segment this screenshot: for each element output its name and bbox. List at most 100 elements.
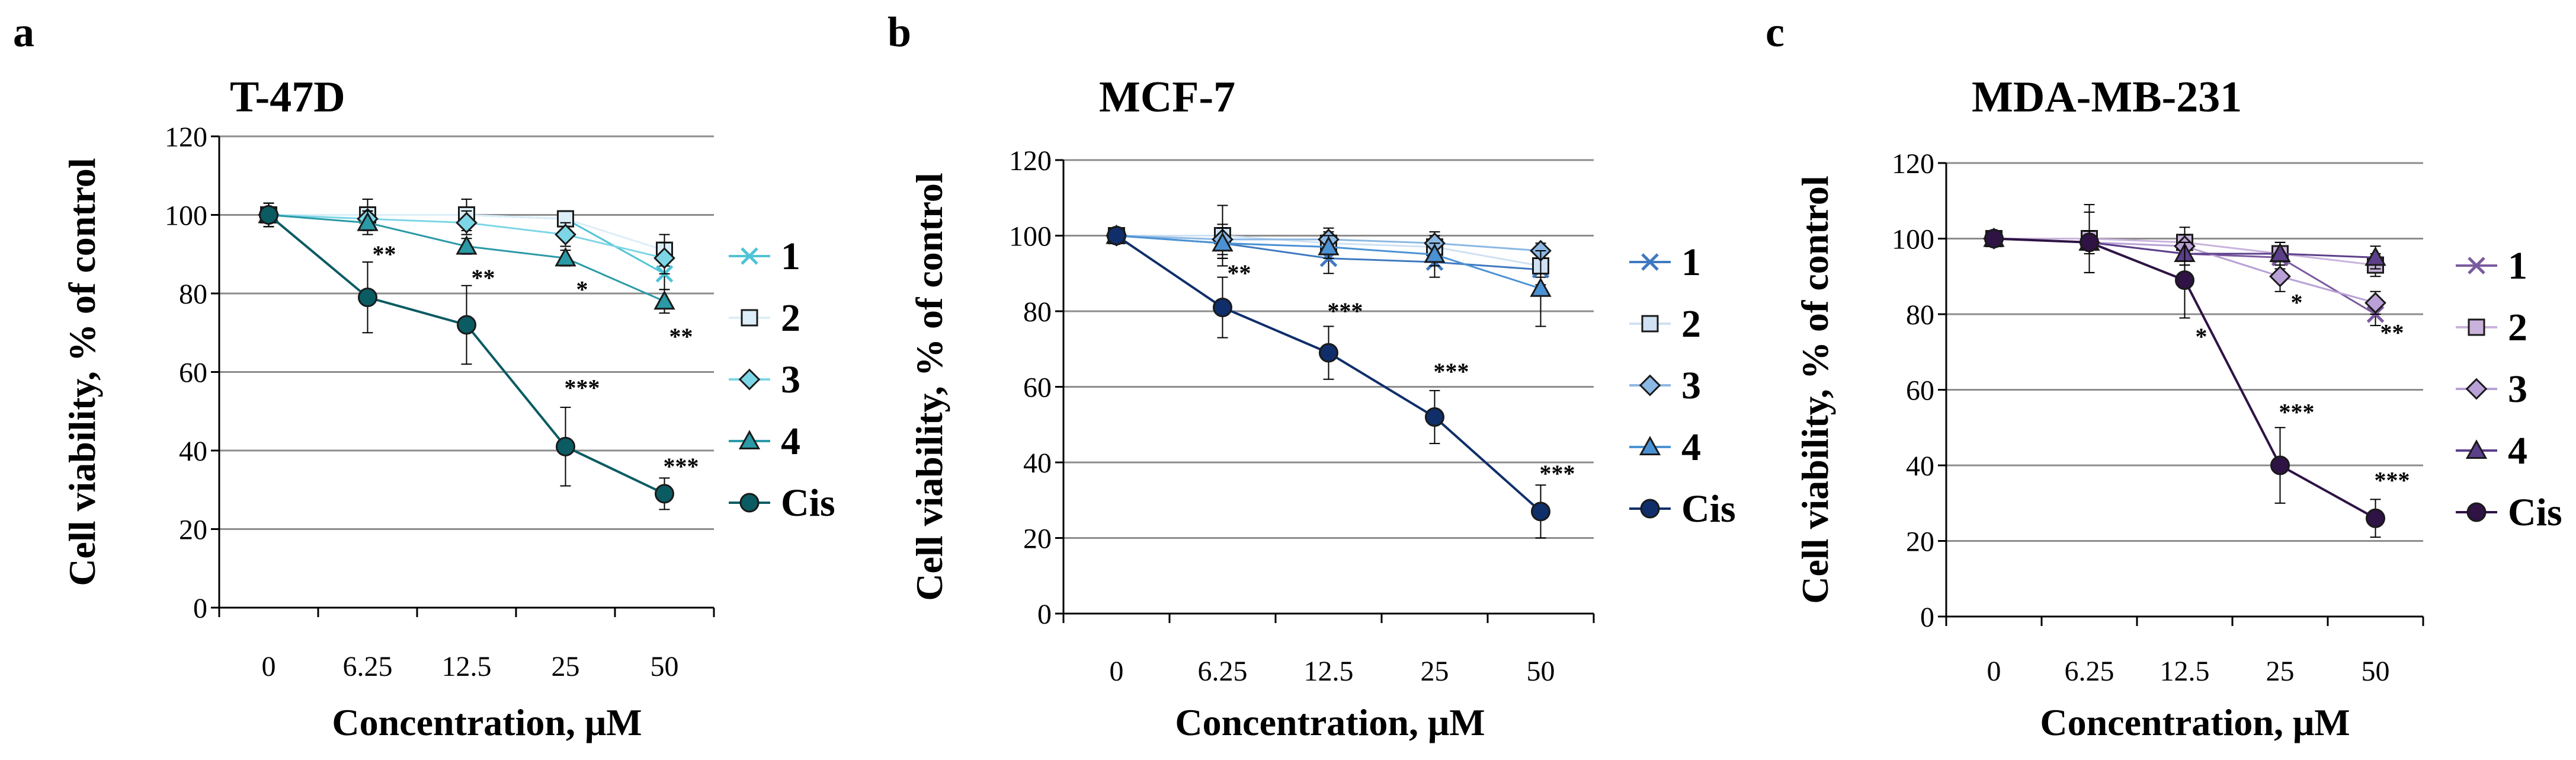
x-tick-label: 12.5 (2160, 656, 2210, 687)
data-point (1424, 243, 1446, 263)
legend-marker (1640, 499, 1660, 519)
significance-label: *** (1540, 460, 1575, 487)
legend-label: 3 (781, 358, 800, 401)
x-tick-label: 0 (1110, 656, 1124, 687)
y-tick-label: 120 (1009, 145, 1052, 177)
significance-label: ** (2380, 320, 2404, 346)
legend-label: Cis (2508, 491, 2562, 534)
data-point (1319, 343, 1338, 363)
chart-title: T-47D (230, 73, 345, 122)
data-point (1530, 277, 1552, 297)
legend-item-2: 2 (1629, 302, 1701, 346)
y-tick-label: 0 (1037, 599, 1052, 630)
x-axis-label: Concentration, μM (332, 701, 642, 743)
data-point (357, 212, 379, 231)
significance-label: ** (472, 264, 495, 291)
x-tick-label: 12.5 (442, 651, 492, 682)
legend: 1 2 3 4 Cis (2456, 244, 2562, 534)
x-tick-label: 0 (1987, 656, 2001, 687)
legend-item-2: 2 (729, 296, 800, 340)
significance-label: *** (565, 374, 600, 401)
legend-marker (2465, 378, 2488, 400)
legend-label: 1 (2508, 244, 2527, 288)
data-point (2269, 242, 2291, 262)
legend-item-4: 4 (2456, 429, 2527, 472)
x-axis-label: Concentration, μM (2040, 701, 2350, 743)
significance-label: * (2196, 323, 2207, 350)
legend-item-3: 3 (1629, 364, 1701, 407)
y-tick-label: 0 (193, 593, 207, 624)
y-tick-label: 40 (1906, 451, 1934, 482)
y-tick-label: 100 (1892, 224, 1934, 256)
data-point (2364, 292, 2386, 314)
legend-item-Cis: Cis (729, 481, 835, 525)
x-tick-label: 0 (262, 651, 276, 682)
data-point (2175, 270, 2194, 290)
significance-label: *** (2279, 399, 2315, 426)
x-tick-label: 6.25 (2065, 656, 2114, 687)
significance-label: *** (1328, 298, 1363, 324)
data-point (653, 290, 675, 310)
legend-item-1: 1 (729, 235, 800, 278)
y-tick-label: 40 (1023, 448, 1052, 479)
x-tick-label: 6.25 (343, 651, 393, 682)
y-tick-label: 120 (1892, 148, 1934, 180)
legend-item-4: 4 (729, 420, 800, 463)
legend-item-3: 3 (2456, 368, 2527, 411)
y-tick-label: 80 (1023, 296, 1052, 328)
y-tick-label: 40 (179, 436, 207, 467)
legend-item-3: 3 (729, 358, 800, 401)
significance-label: *** (1434, 358, 1469, 385)
data-point (2270, 455, 2290, 475)
x-axis-label: Concentration, μM (1175, 701, 1485, 743)
chart-panel-a: a T-47D 0 20 40 60 80 100 120 0 6.25 12.5 25 50 Concen… (13, 8, 835, 743)
y-tick-label: 20 (1906, 526, 1934, 558)
data-point (1531, 502, 1550, 522)
legend-marker (741, 247, 758, 265)
data-point (2366, 508, 2385, 528)
legend-marker (738, 430, 761, 449)
legend: 1 2 3 4 Cis (1629, 241, 1736, 531)
legend-marker (2465, 439, 2488, 459)
data-point (358, 288, 377, 308)
panel-letter: c (1766, 8, 1784, 56)
data-point (655, 484, 674, 504)
legend-label: 3 (1681, 364, 1701, 407)
significance-label: *** (2375, 467, 2410, 493)
data-point (456, 235, 478, 255)
x-tick-label: 50 (1527, 656, 1555, 687)
data-point (1318, 235, 1340, 256)
y-tick-label: 80 (1906, 299, 1934, 331)
chart-panel-b: b MCF-7 0 20 40 60 80 100 120 0 6.25 12.5 25 50 Concen… (887, 8, 1736, 743)
y-tick-label: 20 (179, 515, 207, 546)
data-point (259, 205, 278, 225)
x-tick-label: 25 (2266, 656, 2295, 687)
legend-label: 4 (2508, 429, 2527, 472)
chart-title: MDA-MB-231 (1972, 73, 2242, 122)
legend-label: 1 (781, 235, 800, 278)
data-point (1425, 407, 1444, 427)
data-point (1213, 298, 1232, 318)
legend-marker (739, 493, 760, 513)
legend-marker (1641, 315, 1659, 333)
series-Cis (259, 202, 674, 510)
legend-label: 2 (1681, 302, 1701, 346)
legend-label: 3 (2508, 368, 2527, 411)
significance-label: ** (1228, 260, 1251, 286)
chart-panel-c: c MDA-MB-231 0 20 40 60 80 100 120 0 6.25 12.5 25 50 C… (1766, 8, 2562, 743)
legend-marker (738, 368, 761, 391)
legend-label: 1 (1681, 241, 1701, 284)
y-tick-label: 20 (1023, 523, 1052, 555)
legend-marker-stroke-b (1641, 253, 1659, 271)
y-tick-label: 60 (1906, 375, 1934, 407)
legend-item-1: 1 (1629, 241, 1701, 284)
y-axis-label: Cell viability, % of control (908, 173, 950, 601)
legend-item-4: 4 (1629, 426, 1701, 469)
y-axis-label: Cell viability, % of control (61, 158, 103, 586)
legend-item-2: 2 (2456, 306, 2527, 349)
legend-marker (2468, 257, 2485, 274)
y-tick-label: 60 (1023, 372, 1052, 404)
legend-marker (1639, 436, 1661, 455)
legend-marker (2468, 318, 2485, 336)
